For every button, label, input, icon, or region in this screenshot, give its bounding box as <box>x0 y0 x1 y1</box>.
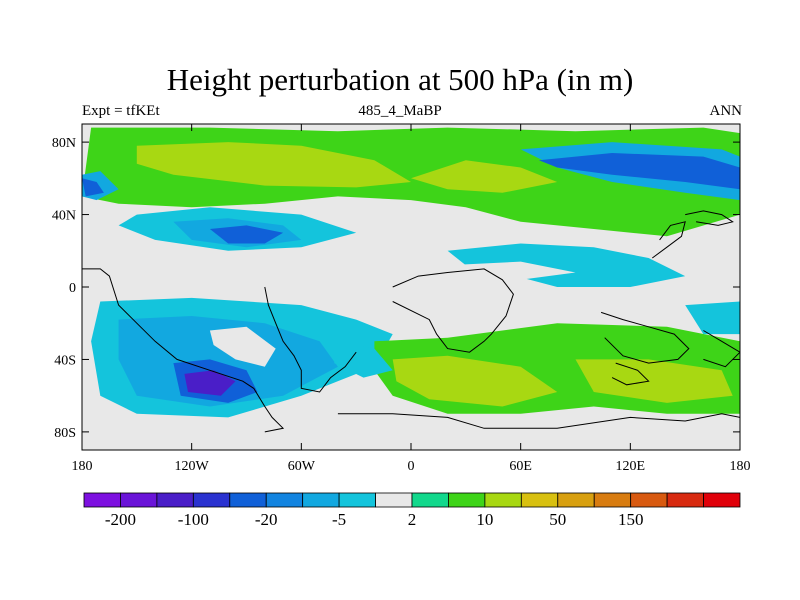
x-tick-label: 60W <box>288 459 316 474</box>
field-region-white <box>209 326 276 367</box>
period-label: 485_4_MaBP <box>358 103 442 119</box>
colorbar-swatch <box>120 492 158 508</box>
colorbar: -200 -100 -20 -5 2 10 50 150 <box>83 492 741 529</box>
y-tick-label: 80S <box>54 426 76 441</box>
map-axes: 180 120W 60W 0 60E 120E 180 80N 40N 0 40S 80S <box>52 124 751 474</box>
coastline <box>600 311 690 364</box>
coastline <box>611 362 650 386</box>
colorbar-label: 50 <box>549 510 566 529</box>
field-region-white <box>319 261 576 302</box>
map-title: Height perturbation at 500 hPa (in m) <box>166 62 634 97</box>
y-tick-label: 40N <box>52 209 76 224</box>
y-tick-label: 0 <box>69 281 76 296</box>
field-region-neg_high <box>82 178 104 197</box>
colorbar-swatch <box>703 492 741 508</box>
coastline <box>703 330 740 368</box>
colorbar-label: 10 <box>476 510 493 529</box>
x-tick-label: 120W <box>175 459 210 474</box>
field-region-neg_high <box>209 225 284 244</box>
colorbar-swatch <box>484 492 522 508</box>
x-tick-label: 180 <box>72 459 93 474</box>
field-region-pos_mid <box>575 359 733 403</box>
x-tick-label: 180 <box>730 459 751 474</box>
colorbar-label: -5 <box>332 510 346 529</box>
colorbar-swatch <box>411 492 449 508</box>
experiment-label: Expt = tfKEt <box>82 103 160 119</box>
colorbar-swatch <box>156 492 194 508</box>
x-tick-label: 0 <box>408 459 415 474</box>
colorbar-swatch <box>593 492 632 508</box>
field-region-neg_xhigh <box>184 370 236 396</box>
field-region-neg_low <box>685 301 740 335</box>
colorbar-swatch <box>265 492 304 508</box>
colorbar-swatch <box>375 492 413 508</box>
field-region-neg_mid <box>118 316 338 407</box>
colorbar-swatch <box>83 492 121 508</box>
colorbar-label: 2 <box>408 510 417 529</box>
colorbar-swatch <box>229 492 267 508</box>
colorbar-swatch <box>302 492 340 508</box>
x-tick-label: 60E <box>509 459 532 474</box>
field-region-pos_mid <box>136 142 412 188</box>
x-tick-label: 120E <box>616 459 646 474</box>
season-label: ANN <box>709 103 743 119</box>
colorbar-label: 150 <box>618 510 644 529</box>
field-region-neg_low <box>334 341 393 378</box>
field-region-neg_low <box>447 243 686 287</box>
coastline <box>337 413 740 429</box>
colorbar-label: -20 <box>255 510 278 529</box>
colorbar-swatch <box>630 492 668 508</box>
colorbar-swatch <box>448 492 486 508</box>
colorbar-swatch <box>192 492 231 508</box>
colorbar-swatch <box>520 492 559 508</box>
height-field <box>82 127 740 418</box>
colorbar-swatch <box>338 492 376 508</box>
field-region-pos_mid <box>392 355 558 407</box>
coastline <box>685 210 734 226</box>
coastline <box>652 221 686 259</box>
colorbar-swatch <box>666 492 704 508</box>
coastline <box>82 268 285 433</box>
colorbar-label: -200 <box>105 510 136 529</box>
y-tick-label: 80N <box>52 136 76 151</box>
y-tick-label: 40S <box>54 353 76 368</box>
coastline <box>264 286 357 393</box>
colorbar-swatch <box>557 492 595 508</box>
field-region-neg_high <box>538 153 740 190</box>
coastline <box>392 268 514 353</box>
field-region-pos_mid <box>411 160 558 193</box>
coastlines <box>82 210 740 433</box>
colorbar-label: -100 <box>178 510 209 529</box>
